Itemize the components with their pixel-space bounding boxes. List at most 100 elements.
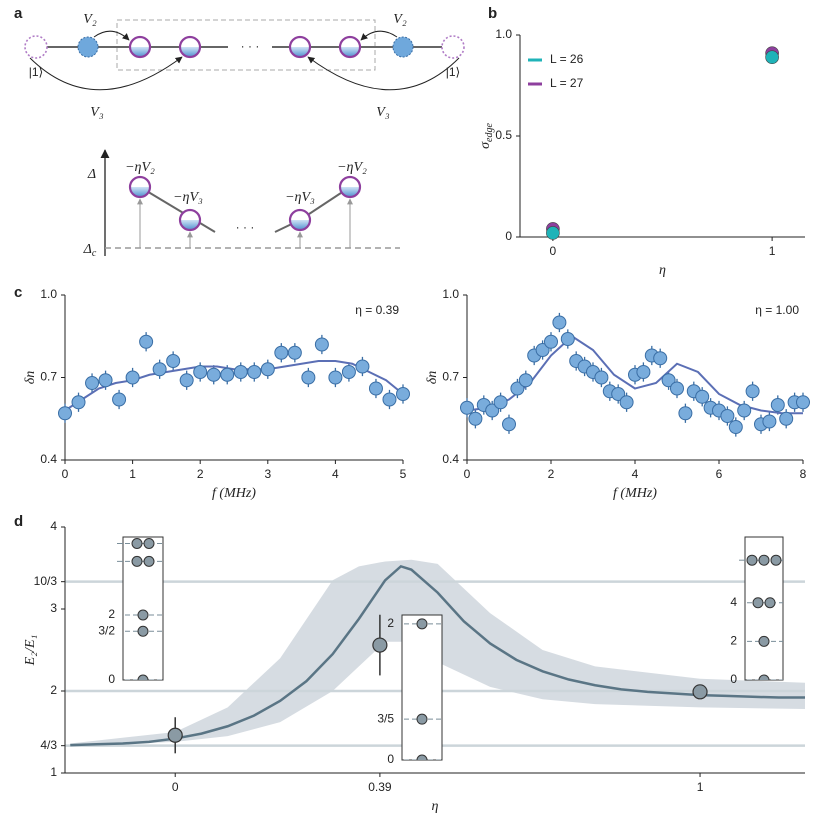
axis-label: Δ xyxy=(87,167,96,182)
marker xyxy=(720,409,735,423)
marker xyxy=(560,332,575,346)
panel-label: d xyxy=(14,513,23,530)
marker xyxy=(166,354,181,368)
inset-box xyxy=(401,614,443,761)
x-axis-label: f (MHz) xyxy=(212,486,256,501)
x-axis-label: η xyxy=(432,799,439,814)
marker xyxy=(546,226,560,240)
x-tick-label: 1 xyxy=(697,780,704,794)
coupling-arrow xyxy=(29,56,183,91)
coupling-arrow xyxy=(360,30,398,41)
x-tick-label: 2 xyxy=(548,467,555,481)
y-axis-label: δn xyxy=(425,371,440,385)
marker xyxy=(260,362,275,377)
x-tick-label: 4 xyxy=(332,467,339,481)
half-site xyxy=(178,208,202,232)
marker xyxy=(125,370,140,385)
marker xyxy=(112,392,127,407)
chart: 0.4 0.7 1.0 0 1 2 3 4 5 f (MHz) δn η = 0.39 xyxy=(23,287,410,501)
marker xyxy=(179,373,194,388)
y-tick-label: 2 xyxy=(50,683,57,697)
y-tick-label: 0.4 xyxy=(442,452,459,466)
marker xyxy=(274,345,289,360)
x-axis-label: η xyxy=(659,263,666,278)
label-main: σ xyxy=(478,141,493,149)
level-label: 4 xyxy=(730,595,737,609)
marker xyxy=(328,370,343,385)
level-label: 3/5 xyxy=(377,711,394,725)
shift-label: −ηV₂ xyxy=(125,160,155,175)
inset xyxy=(402,618,442,760)
x-axis-label: f (MHz) xyxy=(613,486,657,501)
marker xyxy=(206,367,221,382)
x-tick-label: 6 xyxy=(716,467,723,481)
legend-label: L = 26 xyxy=(550,52,584,66)
label-main: δn xyxy=(23,371,38,385)
gap xyxy=(228,38,272,56)
half-site xyxy=(128,175,152,199)
x-tick-label: 5 xyxy=(400,467,407,481)
ket-label: |1⟩ xyxy=(446,65,460,79)
x-tick-label: 2 xyxy=(197,467,204,481)
marker xyxy=(396,387,410,401)
y-tick-label: 0.7 xyxy=(40,370,57,384)
threshold-label: Δc xyxy=(83,242,97,259)
label-sub: c xyxy=(92,248,97,259)
x-tick-label: 3 xyxy=(264,467,271,481)
marker xyxy=(85,376,100,390)
level-dot xyxy=(770,554,782,566)
y-axis-label: σedge xyxy=(478,123,495,149)
edge-site xyxy=(24,35,48,59)
marker xyxy=(314,337,329,352)
y-tick-label: 0 xyxy=(505,229,512,243)
ket-label: |1⟩ xyxy=(29,65,43,79)
panel-label: b xyxy=(488,5,497,22)
level-dot xyxy=(131,538,143,549)
x-tick-label: 0 xyxy=(62,467,69,481)
y-axis-label: E₂/E₁ xyxy=(23,635,38,667)
marker xyxy=(372,637,388,653)
shift-label: −ηV₃ xyxy=(285,190,315,205)
energy-diagram: Δ Δc −ηV₂ −ηV₃ −ηV₃ −ηV₂ · · · xyxy=(83,149,400,259)
marker xyxy=(544,334,558,349)
level-dot xyxy=(758,674,770,680)
marker xyxy=(382,392,397,407)
level-dot xyxy=(137,674,149,680)
half-site xyxy=(288,35,312,59)
chart: 1 4/3 2 3 10/3 4 0 0.39 1 η E₂/E₁ 0 3/2 2 0 3/5 2 0 2 4 xyxy=(23,519,805,814)
marker xyxy=(71,395,86,410)
level-label: 2 xyxy=(108,607,115,621)
marker xyxy=(510,381,525,396)
y-tick-label: 4/3 xyxy=(40,738,57,752)
level-dot xyxy=(764,597,776,609)
level-label: 3/2 xyxy=(98,623,115,637)
level-dot xyxy=(143,555,155,567)
marker xyxy=(678,406,693,421)
x-tick-label: 0.39 xyxy=(368,780,392,794)
x-tick-label: 8 xyxy=(800,467,807,481)
marker xyxy=(762,414,777,429)
inset xyxy=(745,554,783,680)
y-tick-label: 3 xyxy=(50,601,57,615)
label-main: Δ xyxy=(83,242,92,257)
level-dot xyxy=(746,554,758,566)
level-dot xyxy=(137,625,149,637)
marker xyxy=(737,403,752,418)
curve xyxy=(70,564,805,747)
label-main: δn xyxy=(425,371,440,385)
level-dot xyxy=(416,754,428,760)
marker xyxy=(287,345,302,360)
marker xyxy=(670,381,684,396)
y-tick-label: 0.4 xyxy=(40,452,57,466)
y-axis-label: δn xyxy=(23,371,38,385)
x-tick-label: 1 xyxy=(129,467,136,481)
level-label: 0 xyxy=(108,672,115,686)
marker xyxy=(636,365,651,379)
annotation: η = 1.00 xyxy=(755,303,799,317)
marker xyxy=(779,411,794,426)
level-dot xyxy=(758,635,770,647)
marker xyxy=(611,387,626,401)
panel-label: a xyxy=(14,5,23,22)
x-tick-label: 1 xyxy=(769,244,776,258)
